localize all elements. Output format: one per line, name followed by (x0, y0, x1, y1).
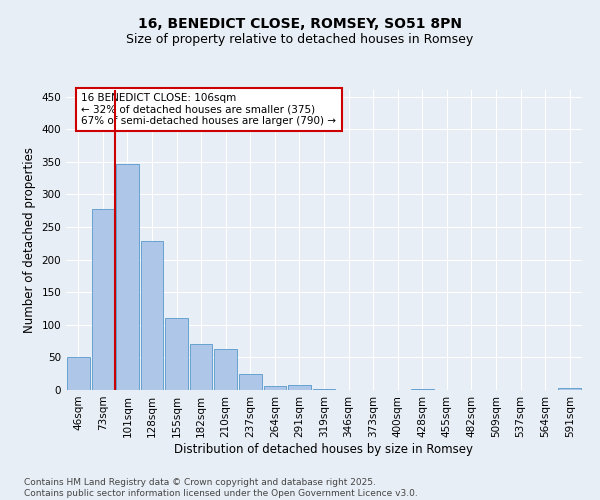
Bar (190, 344, 212, 390)
Text: Size of property relative to detached houses in Romsey: Size of property relative to detached ho… (127, 32, 473, 46)
Text: Contains HM Land Registry data © Crown copyright and database right 2025.
Contai: Contains HM Land Registry data © Crown c… (24, 478, 418, 498)
X-axis label: Distribution of detached houses by size in Romsey: Distribution of detached houses by size … (175, 442, 473, 456)
Text: 16 BENEDICT CLOSE: 106sqm
← 32% of detached houses are smaller (375)
67% of semi: 16 BENEDICT CLOSE: 106sqm ← 32% of detac… (82, 93, 337, 126)
Text: 16, BENEDICT CLOSE, ROMSEY, SO51 8PN: 16, BENEDICT CLOSE, ROMSEY, SO51 8PN (138, 18, 462, 32)
Bar (559, 388, 581, 390)
Bar (116, 164, 139, 390)
Y-axis label: Number of detached properties: Number of detached properties (23, 147, 36, 333)
Bar (214, 349, 237, 390)
Bar (263, 386, 286, 390)
Bar (313, 388, 335, 390)
Bar (165, 318, 188, 390)
Bar (239, 374, 262, 390)
Bar (288, 385, 311, 390)
Bar (140, 242, 163, 390)
Bar (67, 356, 89, 390)
Bar (92, 208, 114, 390)
